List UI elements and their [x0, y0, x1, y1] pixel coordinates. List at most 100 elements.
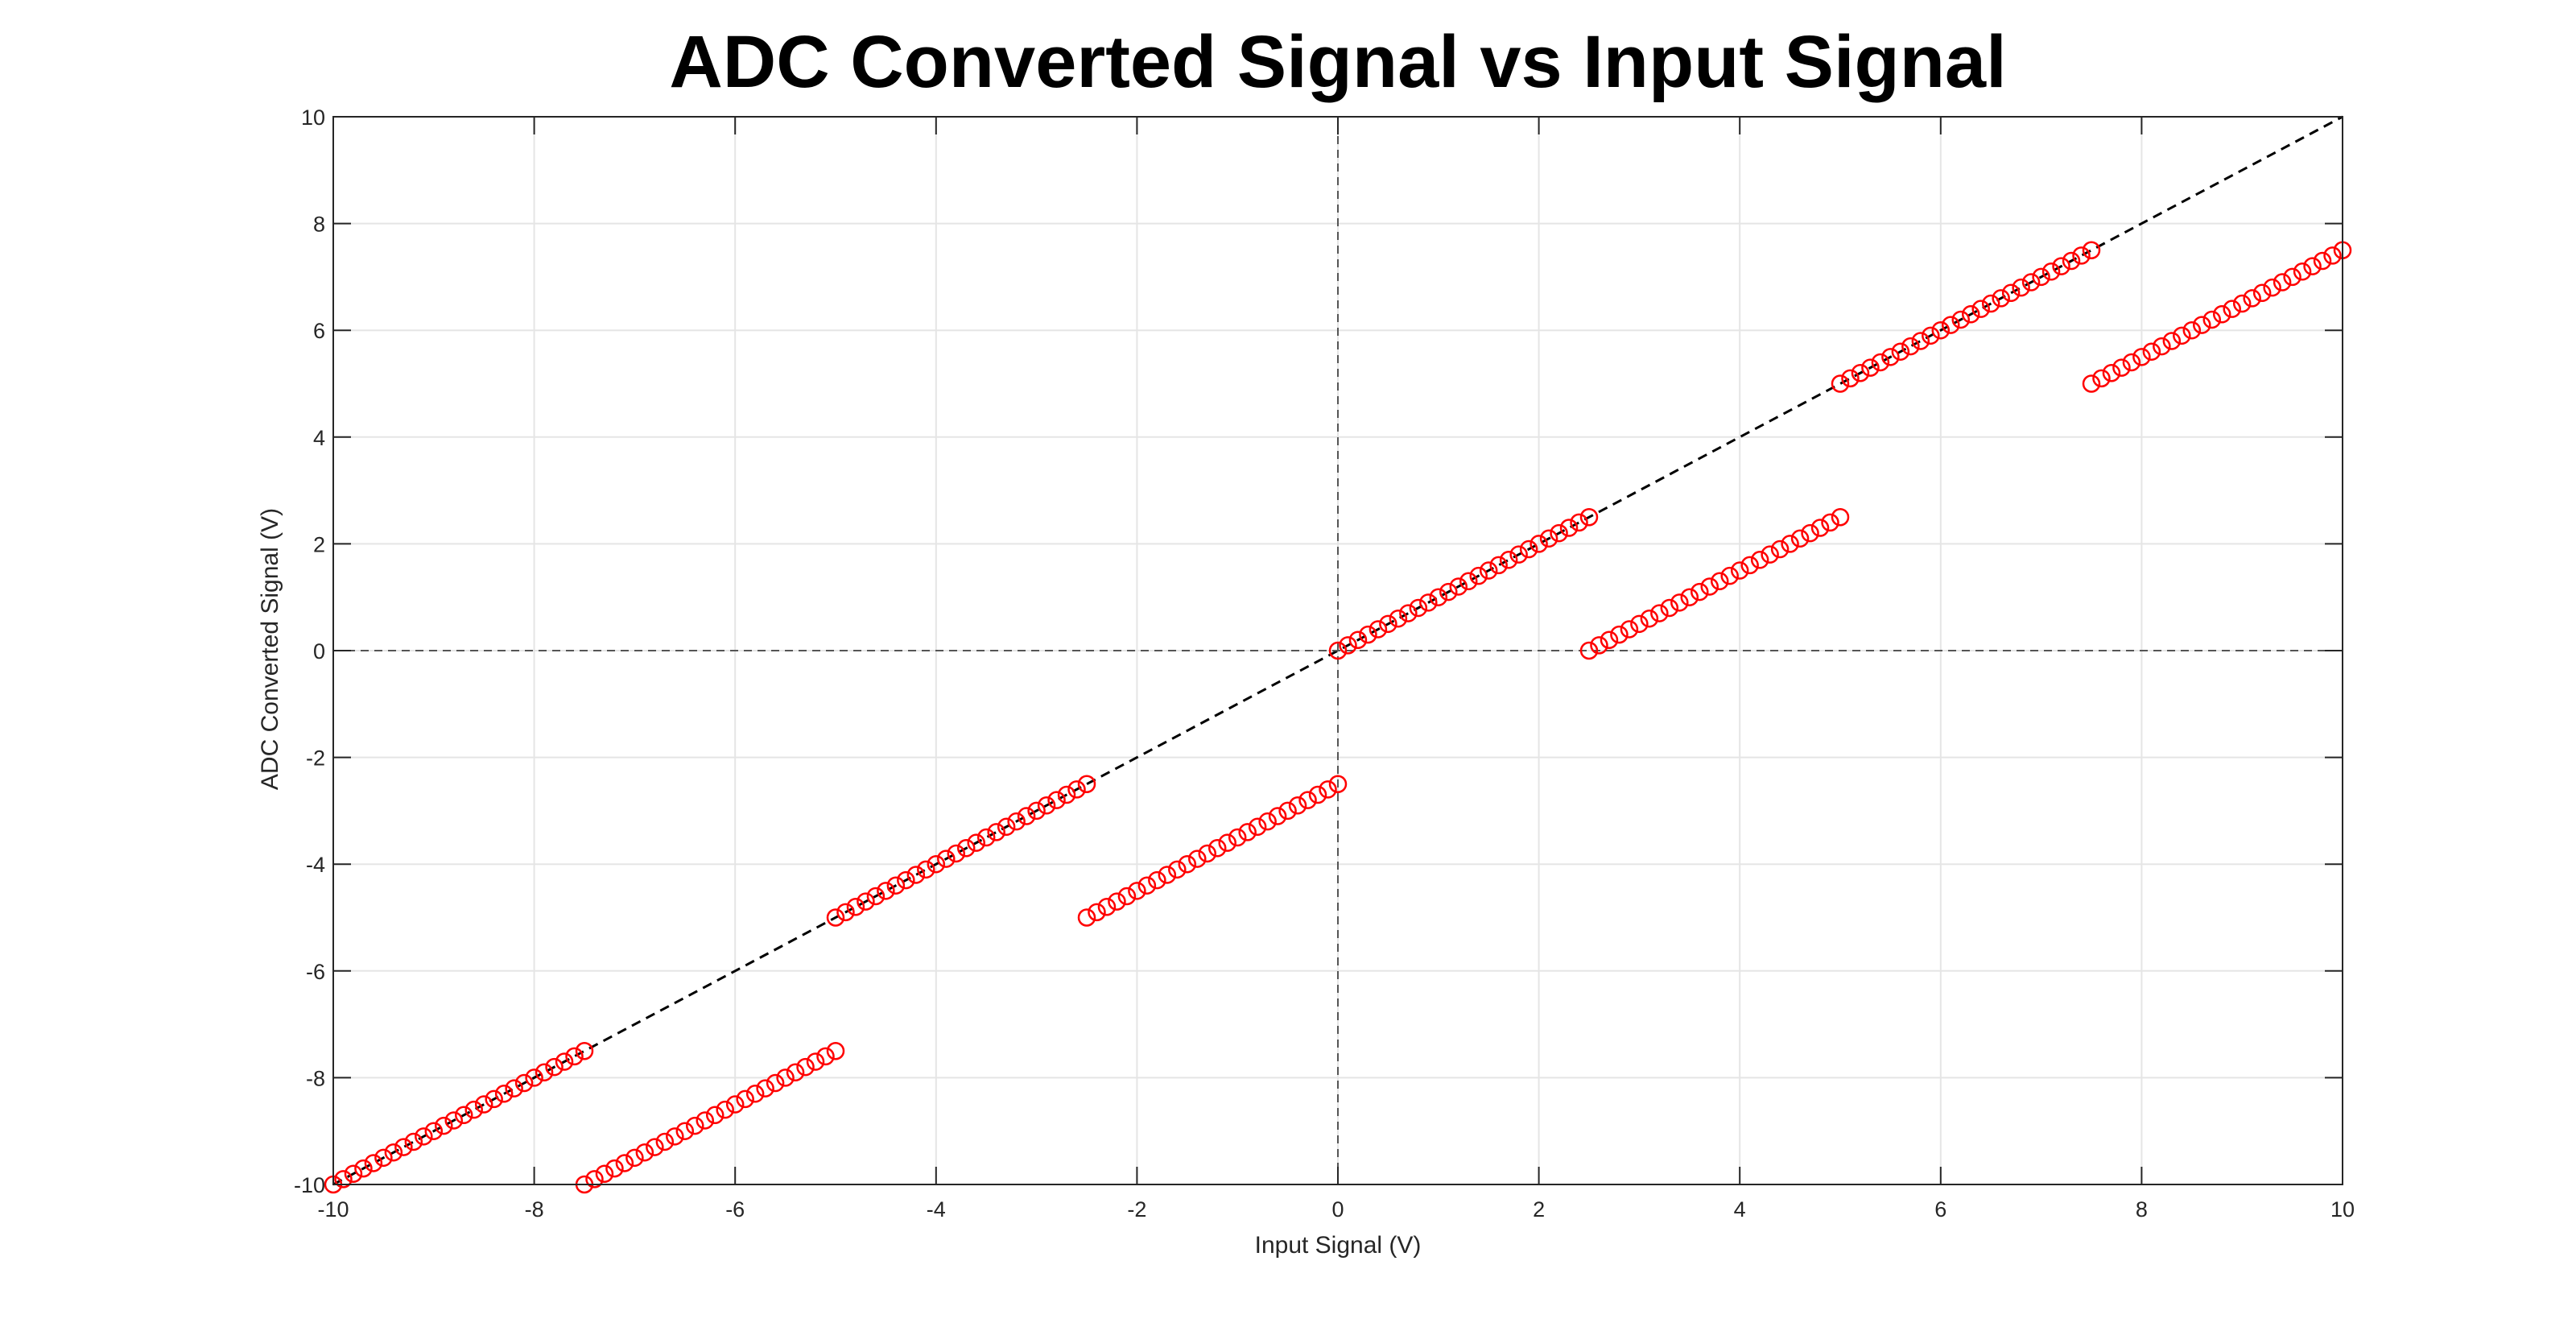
data-point — [686, 1116, 704, 1135]
data-point — [705, 1106, 724, 1125]
data-point — [384, 1143, 403, 1162]
data-point — [1007, 812, 1026, 831]
data-point — [1559, 519, 1579, 537]
data-point — [1379, 614, 1397, 634]
data-point — [1027, 801, 1046, 821]
data-point — [2293, 263, 2312, 281]
data-point — [1750, 551, 1769, 569]
data-point — [1047, 791, 1066, 809]
data-point — [756, 1079, 774, 1098]
data-points-layer — [324, 241, 2352, 1194]
data-point — [716, 1100, 734, 1119]
data-point — [766, 1073, 785, 1093]
data-point — [2092, 369, 2111, 388]
data-point — [1922, 326, 1940, 345]
data-point — [1248, 817, 1267, 837]
data-point — [976, 828, 996, 847]
data-point — [1831, 508, 1850, 527]
data-point — [2142, 342, 2161, 361]
data-point — [1600, 630, 1619, 649]
data-point — [1168, 860, 1187, 879]
y-tick-label: -2 — [306, 746, 325, 771]
y-tick-label: 0 — [313, 639, 325, 664]
data-point — [2021, 273, 2041, 291]
data-point — [1790, 529, 1810, 548]
data-point — [435, 1116, 453, 1135]
data-point — [2032, 267, 2050, 287]
y-tick-label: 4 — [313, 426, 325, 450]
data-point — [2283, 267, 2301, 287]
data-point — [1579, 641, 1599, 660]
data-point — [655, 1132, 675, 1151]
data-point — [2062, 251, 2081, 271]
data-point — [937, 850, 956, 868]
data-point — [1770, 539, 1790, 559]
data-point — [1841, 369, 1860, 388]
data-point — [2112, 358, 2131, 377]
x-tick-label: -6 — [725, 1197, 745, 1222]
data-point — [1690, 582, 1709, 601]
data-point — [575, 1042, 594, 1060]
x-tick-label: -4 — [927, 1197, 946, 1222]
data-point — [987, 823, 1005, 841]
data-point — [1781, 535, 1799, 553]
data-point — [1911, 332, 1930, 350]
data-point — [1761, 545, 1779, 564]
data-point — [444, 1111, 464, 1130]
data-point — [696, 1111, 715, 1130]
data-point — [877, 882, 895, 900]
data-point — [1509, 545, 1528, 564]
data-point — [2132, 348, 2151, 366]
data-point — [1328, 775, 1348, 793]
data-point — [796, 1057, 815, 1077]
data-point — [846, 897, 865, 916]
data-point — [1208, 839, 1227, 858]
data-point — [615, 1154, 634, 1172]
data-point — [1489, 556, 1508, 575]
data-point — [545, 1057, 564, 1077]
data-point — [1288, 796, 1307, 815]
data-point — [2182, 320, 2202, 340]
data-point — [2263, 278, 2281, 297]
x-tick-label: -10 — [317, 1197, 349, 1222]
data-point — [1409, 598, 1428, 618]
data-point — [1871, 353, 1890, 372]
data-point — [866, 887, 886, 906]
data-point — [2202, 310, 2222, 329]
y-tick-label: -4 — [306, 853, 325, 877]
data-point — [525, 1069, 543, 1087]
data-point — [2162, 332, 2182, 350]
x-tick-label: 0 — [1331, 1197, 1344, 1222]
y-tick-label: 8 — [313, 213, 325, 237]
data-point — [1700, 577, 1719, 596]
data-point — [1308, 785, 1327, 804]
data-point — [666, 1127, 684, 1146]
data-point — [1319, 780, 1337, 799]
data-point — [836, 903, 855, 922]
data-point — [1137, 876, 1157, 895]
data-point — [2173, 326, 2191, 345]
data-point — [1268, 807, 1287, 825]
data-point — [1238, 823, 1257, 841]
data-point — [1730, 561, 1749, 580]
x-tick-label: -2 — [1127, 1197, 1146, 1222]
data-point — [344, 1164, 363, 1183]
data-point — [1188, 850, 1207, 868]
y-tick-label: 6 — [313, 319, 325, 343]
data-point — [1389, 609, 1408, 628]
x-axis-label: Input Signal (V) — [1255, 1232, 1422, 1259]
data-point — [1942, 316, 1960, 334]
data-point — [1740, 556, 1759, 575]
data-point — [2102, 363, 2121, 382]
data-point — [1590, 636, 1608, 655]
data-point — [404, 1132, 423, 1151]
data-point — [1971, 300, 1990, 318]
data-point — [1951, 310, 1971, 329]
data-point — [464, 1100, 483, 1119]
ideal-reference-line — [332, 115, 2343, 1186]
chart-title: ADC Converted Signal vs Input Signal — [669, 21, 2006, 103]
data-point — [1530, 535, 1548, 553]
data-point — [514, 1073, 534, 1093]
data-point — [816, 1047, 835, 1066]
